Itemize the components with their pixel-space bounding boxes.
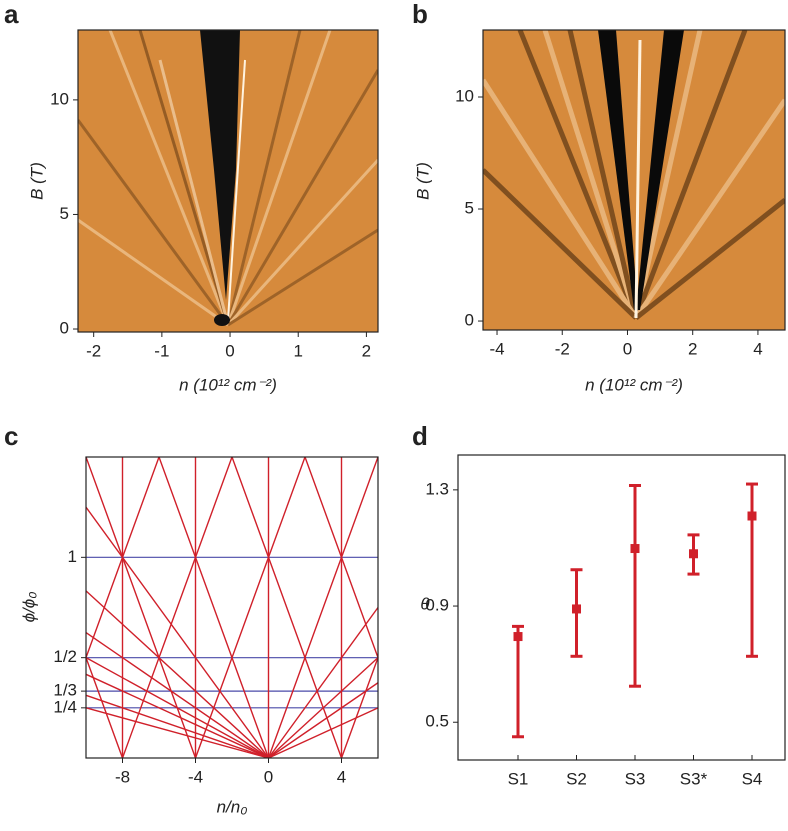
diagram-line bbox=[267, 456, 379, 759]
y-tick-label: 0 bbox=[465, 311, 474, 330]
diagram-line bbox=[267, 607, 379, 759]
y-axis-label: θ bbox=[420, 594, 430, 613]
diagram-line bbox=[121, 456, 233, 759]
x-tick-label: 4 bbox=[337, 767, 346, 786]
x-tick-label: -1 bbox=[154, 341, 169, 360]
y-tick-label: 0.9 bbox=[425, 596, 449, 615]
x-tick-label: -2 bbox=[86, 341, 101, 360]
diagram-line bbox=[268, 682, 379, 759]
y-tick-label: 1/2 bbox=[53, 647, 77, 666]
point bbox=[572, 604, 581, 614]
plot-frame bbox=[77, 29, 379, 333]
x-tick-label: 1 bbox=[293, 341, 302, 360]
point bbox=[630, 544, 640, 554]
diagram-line bbox=[268, 707, 379, 759]
y-tick-label: 10 bbox=[50, 89, 69, 108]
y-tick-label: 10 bbox=[455, 86, 474, 105]
diagram-line bbox=[85, 632, 269, 759]
diagram-line bbox=[85, 707, 269, 759]
x-tick-label: S3* bbox=[680, 769, 708, 788]
panel-label: b bbox=[412, 0, 428, 29]
y-tick-label: 5 bbox=[465, 198, 474, 217]
point bbox=[747, 511, 757, 521]
plot-frame bbox=[85, 456, 379, 759]
diagram-line bbox=[85, 456, 197, 759]
y-tick-label: 1 bbox=[68, 547, 77, 566]
point bbox=[513, 632, 523, 642]
heatmap-image bbox=[483, 30, 785, 330]
x-tick-label: 0 bbox=[623, 339, 632, 358]
diagram-line bbox=[85, 657, 124, 759]
y-tick-label: 5 bbox=[60, 204, 69, 223]
diagram-line bbox=[158, 456, 270, 759]
x-tick-label: S1 bbox=[508, 769, 529, 788]
x-tick-label: 2 bbox=[688, 339, 697, 358]
heatmap-image bbox=[78, 30, 378, 332]
y-tick-label: 0.5 bbox=[425, 712, 449, 731]
y-tick-label: 1/4 bbox=[53, 697, 77, 716]
point bbox=[689, 549, 698, 559]
x-axis-label: n (10¹² cm⁻²) bbox=[585, 375, 683, 394]
y-tick-label: 1/3 bbox=[53, 681, 77, 700]
y-axis-label: ϕ/ϕ₀ bbox=[19, 592, 38, 623]
x-tick-label: S3 bbox=[625, 769, 646, 788]
x-tick-label: S2 bbox=[566, 769, 587, 788]
diagram-line bbox=[340, 657, 379, 759]
panel-label: c bbox=[4, 421, 18, 451]
panel-label: a bbox=[4, 0, 19, 29]
x-tick-label: 4 bbox=[753, 339, 762, 358]
diagram-line bbox=[231, 456, 343, 759]
diagram-line bbox=[85, 590, 269, 759]
x-tick-label: 0 bbox=[225, 341, 234, 360]
y-tick-label: 0 bbox=[60, 319, 69, 338]
x-axis-label: n (10¹² cm⁻²) bbox=[179, 375, 277, 394]
x-tick-label: -4 bbox=[489, 339, 504, 358]
x-tick-label: -2 bbox=[555, 339, 570, 358]
y-tick-label: 1.3 bbox=[425, 479, 449, 498]
x-tick-label: 2 bbox=[362, 341, 371, 360]
y-axis-label: B (T) bbox=[27, 162, 46, 200]
diagram-line bbox=[194, 456, 306, 759]
panel-label: d bbox=[412, 421, 428, 451]
x-tick-label: S4 bbox=[742, 769, 763, 788]
x-tick-label: 0 bbox=[264, 767, 273, 786]
x-tick-label: -4 bbox=[188, 767, 203, 786]
diagram-line bbox=[85, 673, 269, 759]
y-axis-label: B (T) bbox=[413, 162, 432, 200]
x-tick-label: -8 bbox=[115, 767, 130, 786]
diagram-line bbox=[85, 506, 270, 759]
x-axis-label: n/n₀ bbox=[217, 797, 248, 816]
plot-frame bbox=[457, 454, 786, 761]
diagram-line bbox=[85, 694, 269, 759]
plot-frame bbox=[482, 29, 786, 331]
